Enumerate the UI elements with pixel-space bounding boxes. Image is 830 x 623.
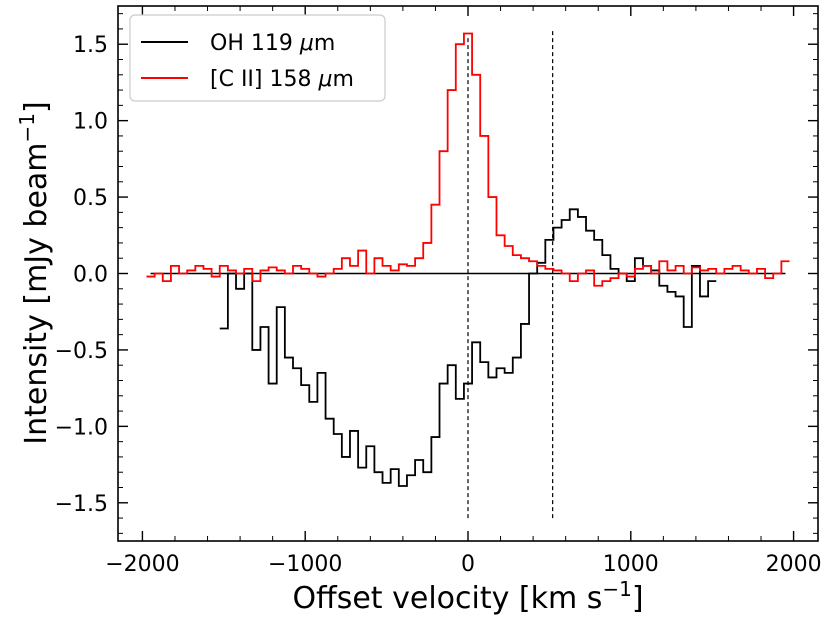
x-tick-label: 0 [461, 552, 475, 577]
axis-ticks [118, 6, 818, 541]
y-tick-label: 1.0 [73, 110, 108, 135]
x-tick-label: 2000 [766, 552, 822, 577]
y-tick-label: −1.0 [55, 415, 108, 440]
legend-box [129, 14, 386, 102]
series-line-0 [219, 208, 717, 487]
tick-labels: −2000 −1000 0 1000 2000 −1.5 −1.0 −0.5 0.0 0.5 1.0… [55, 33, 822, 577]
plot-area [146, 28, 790, 519]
plot-frame [117, 5, 819, 542]
legend-label-oh: OH 119 μm [210, 31, 335, 56]
x-axis-title: Offset velocity [km s−1] [292, 577, 643, 616]
legend-label-cii: [C II] 158 μm [210, 67, 354, 92]
x-tick-label: −1000 [268, 552, 342, 577]
y-tick-label: 1.5 [73, 33, 108, 58]
series-line-1 [146, 32, 790, 287]
y-tick-label: −0.5 [55, 339, 108, 364]
x-tick-label: 1000 [603, 552, 659, 577]
series-lines [146, 32, 790, 487]
y-axis-title: Intensity [mJy beam−1] [15, 101, 54, 445]
x-tick-label: −2000 [105, 552, 179, 577]
y-tick-label: 0.0 [73, 263, 108, 288]
reference-lines [150, 28, 786, 519]
legend: OH 119 μm [C II] 158 μm [129, 14, 386, 102]
y-tick-label: 0.5 [73, 186, 108, 211]
y-tick-label: −1.5 [55, 492, 108, 517]
